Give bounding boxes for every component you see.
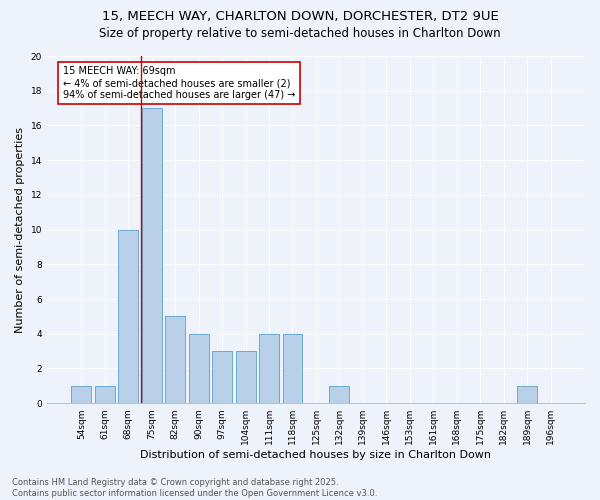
- Bar: [283, 334, 302, 403]
- Text: 15 MEECH WAY: 69sqm
← 4% of semi-detached houses are smaller (2)
94% of semi-det: 15 MEECH WAY: 69sqm ← 4% of semi-detache…: [63, 66, 295, 100]
- Bar: [165, 316, 185, 403]
- Bar: [517, 386, 537, 403]
- Bar: [71, 386, 91, 403]
- X-axis label: Distribution of semi-detached houses by size in Charlton Down: Distribution of semi-detached houses by …: [140, 450, 491, 460]
- Bar: [212, 351, 232, 403]
- Bar: [142, 108, 162, 403]
- Bar: [95, 386, 115, 403]
- Bar: [188, 334, 209, 403]
- Bar: [259, 334, 279, 403]
- Bar: [329, 386, 349, 403]
- Text: 15, MEECH WAY, CHARLTON DOWN, DORCHESTER, DT2 9UE: 15, MEECH WAY, CHARLTON DOWN, DORCHESTER…: [101, 10, 499, 23]
- Y-axis label: Number of semi-detached properties: Number of semi-detached properties: [15, 126, 25, 332]
- Text: Contains HM Land Registry data © Crown copyright and database right 2025.
Contai: Contains HM Land Registry data © Crown c…: [12, 478, 377, 498]
- Bar: [236, 351, 256, 403]
- Bar: [118, 230, 138, 403]
- Text: Size of property relative to semi-detached houses in Charlton Down: Size of property relative to semi-detach…: [99, 28, 501, 40]
